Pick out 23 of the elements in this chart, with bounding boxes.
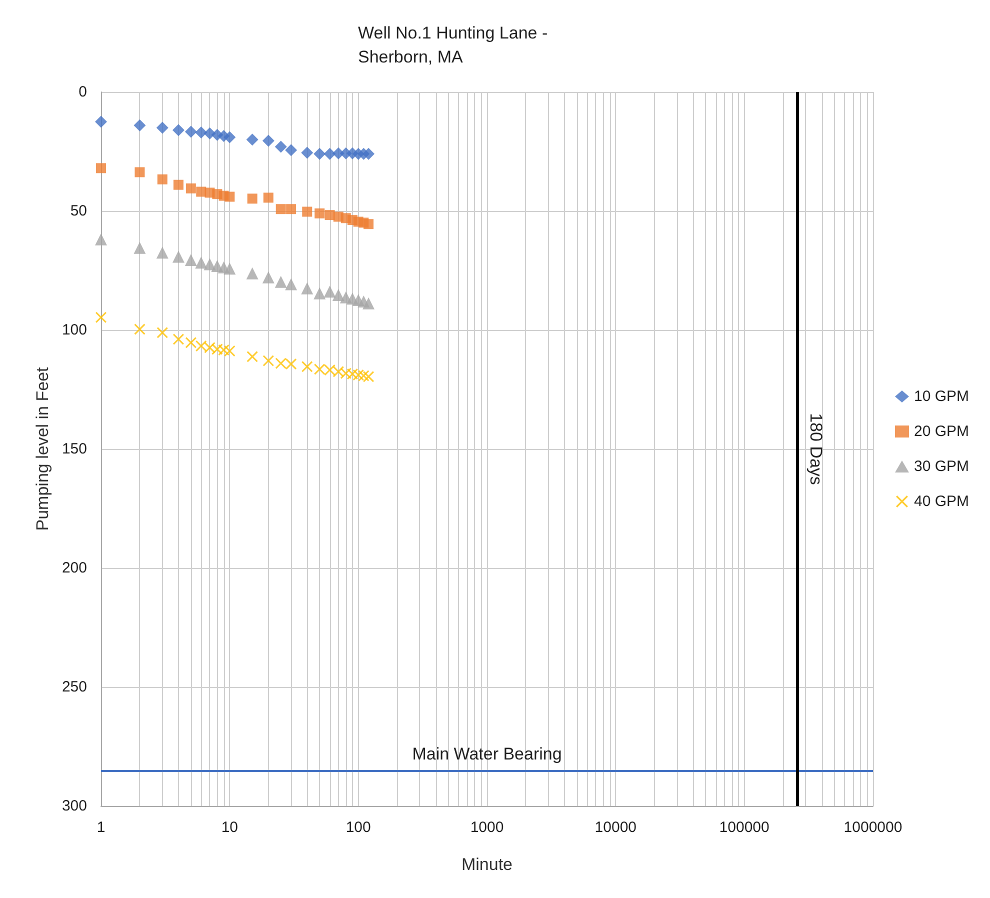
y-axis-title: Pumping level in Feet — [33, 366, 52, 531]
y-tick-label: 150 — [62, 440, 87, 458]
y-tick-label: 100 — [62, 322, 87, 338]
x-tick-label: 1 — [96, 819, 106, 836]
ref-line-label: 180 Days — [806, 413, 826, 485]
x-tick-label: 1000 — [470, 819, 504, 836]
y-tick-label: 0 — [78, 84, 87, 100]
x-tick-label: 100 — [346, 819, 371, 836]
y-tick-label: 300 — [62, 798, 87, 814]
x-tick-label: 1000000 — [844, 819, 902, 836]
ref-line-label: Main Water Bearing — [412, 744, 562, 764]
x-tick-label: 100000 — [719, 819, 770, 836]
legend-label: 40 GPM — [914, 493, 970, 510]
x-tick-label: 10 — [221, 819, 238, 836]
legend-label: 20 GPM — [914, 423, 970, 440]
chart-title: Well No.1 Hunting Lane - Sherborn, MA — [358, 24, 548, 66]
y-tick-label: 250 — [62, 678, 87, 696]
x-tick-label: 10000 — [594, 819, 637, 836]
y-tick-label: 50 — [70, 202, 87, 220]
x-axis-title: Minute — [461, 855, 513, 874]
legend-label: 10 GPM — [914, 388, 970, 405]
y-tick-label: 200 — [62, 560, 87, 576]
legend-label: 30 GPM — [914, 458, 970, 475]
